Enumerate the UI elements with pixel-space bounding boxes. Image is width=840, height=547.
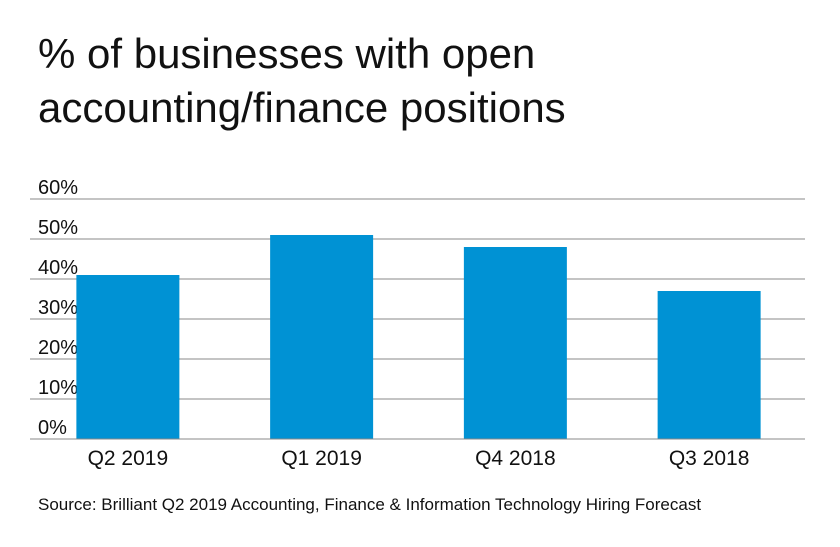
bar-0: [76, 275, 180, 439]
y-tick-label-3: 30%: [38, 297, 78, 319]
x-tick-label-1: Q1 2019: [281, 447, 362, 470]
y-tick-label-0: 0%: [38, 417, 67, 439]
chart-title-line-1: % of businesses with open: [38, 30, 536, 77]
x-tick-label-3: Q3 2018: [669, 447, 750, 470]
y-tick-label-6: 60%: [38, 177, 78, 199]
y-tick-label-5: 50%: [38, 217, 78, 239]
y-tick-label-2: 20%: [38, 337, 78, 359]
y-tick-label-1: 10%: [38, 377, 78, 399]
bar-2: [463, 247, 567, 439]
bar-1: [270, 235, 374, 439]
source-note: Source: Brilliant Q2 2019 Accounting, Fi…: [38, 495, 702, 514]
bar-3: [657, 291, 761, 439]
chart-title-line-2: accounting/finance positions: [38, 84, 566, 131]
x-tick-label-2: Q4 2018: [475, 447, 556, 470]
x-tick-label-0: Q2 2019: [88, 447, 169, 470]
y-tick-label-4: 40%: [38, 257, 78, 279]
